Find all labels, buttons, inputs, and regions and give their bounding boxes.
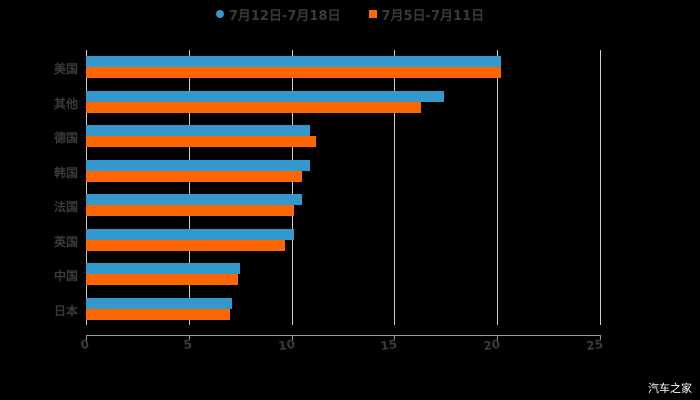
x-tick-label: 0 (79, 337, 90, 353)
bar-series-2[interactable] (86, 308, 230, 320)
bar-series-1[interactable] (86, 297, 232, 309)
gridline (497, 50, 499, 325)
gridline (86, 50, 87, 325)
x-tick-label: 10 (277, 337, 296, 354)
gridline (600, 50, 601, 325)
x-tick-label: 5 (182, 337, 193, 353)
bar-series-1[interactable] (86, 125, 311, 136)
gridline (291, 50, 293, 325)
category-label: 其他 (53, 96, 78, 111)
category-label: 德国 (53, 131, 78, 145)
x-tick (86, 335, 87, 340)
legend-item-series-2[interactable]: 7月5日-7月11日 (368, 5, 485, 24)
x-tick (600, 335, 601, 340)
legend-label: 7月5日-7月11日 (381, 8, 485, 24)
legend: 7月12日-7月18日 7月5日-7月11日 (0, 4, 700, 24)
x-tick-label: 25 (585, 337, 604, 354)
category-label: 英国 (53, 234, 78, 249)
bar-series-2[interactable] (86, 170, 302, 182)
category-label: 日本 (53, 303, 78, 318)
x-tick (188, 335, 190, 340)
x-tick-label: 20 (482, 337, 502, 354)
x-tick (394, 335, 396, 340)
category-label: 韩国 (53, 165, 78, 180)
bar-series-2[interactable] (86, 239, 286, 251)
plot-area (86, 50, 601, 325)
x-tick-label: 15 (379, 337, 399, 354)
circle-marker-icon (215, 10, 224, 18)
legend-label: 7月12日-7月18日 (228, 8, 341, 24)
bar-series-2[interactable] (86, 274, 239, 285)
bar-series-2[interactable] (86, 205, 294, 216)
bar-series-1[interactable] (86, 56, 502, 67)
x-tick (497, 335, 499, 340)
gridline (188, 50, 190, 325)
legend-item-series-1[interactable]: 7月12日-7月18日 (215, 5, 341, 24)
category-label: 中国 (53, 269, 78, 283)
bar-series-1[interactable] (86, 90, 444, 102)
bar-series-1[interactable] (86, 228, 294, 240)
bar-series-2[interactable] (86, 136, 317, 147)
square-marker-icon (368, 10, 377, 18)
gridline (394, 50, 396, 325)
bar-series-2[interactable] (86, 67, 502, 78)
x-tick (291, 335, 293, 340)
bar-series-1[interactable] (86, 159, 311, 171)
bar-series-2[interactable] (86, 101, 422, 113)
category-label: 法国 (53, 200, 78, 214)
x-axis-line (86, 335, 600, 336)
bar-series-1[interactable] (86, 263, 241, 274)
bar-series-1[interactable] (86, 194, 302, 205)
watermark: 汽车之家 (648, 382, 692, 395)
category-label: 美国 (53, 62, 78, 76)
